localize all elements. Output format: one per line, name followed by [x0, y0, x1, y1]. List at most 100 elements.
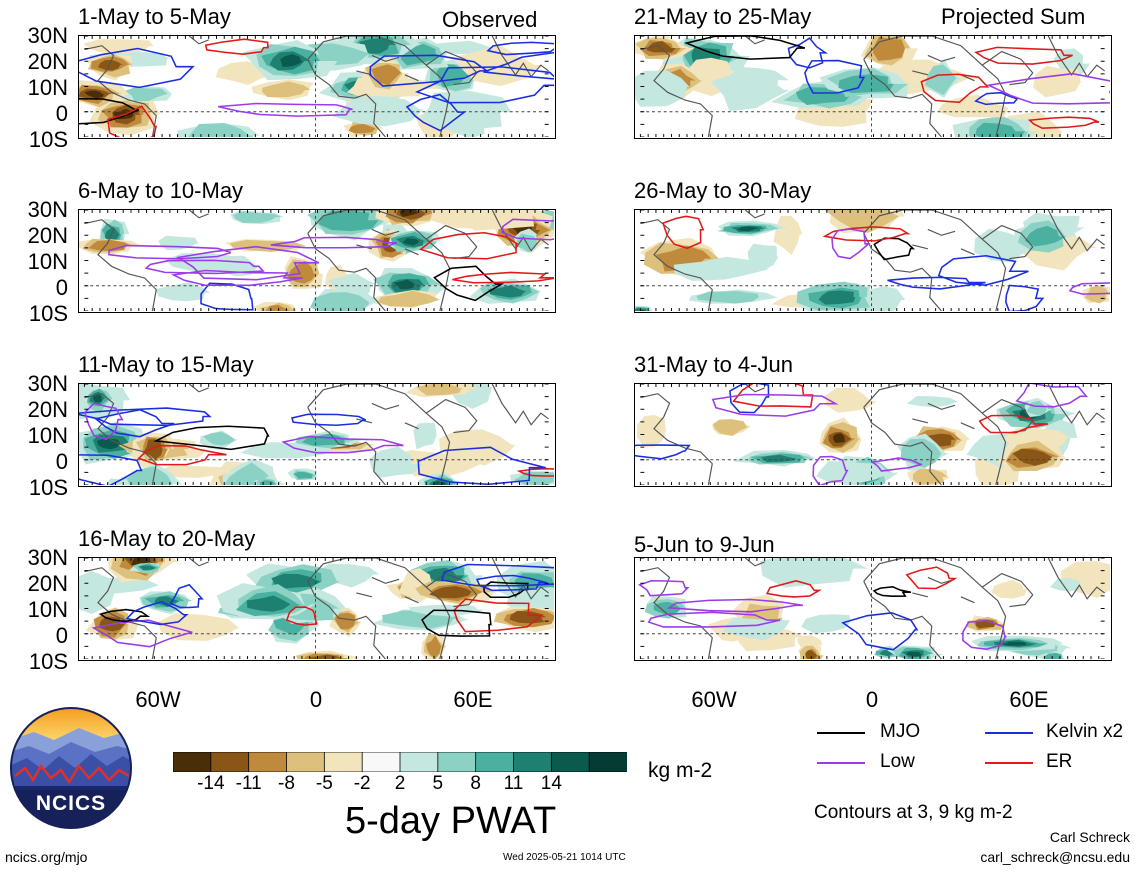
dry-anomaly-blob	[805, 650, 818, 659]
moist-anomaly-blob	[233, 211, 282, 224]
anomaly-contour	[873, 237, 916, 261]
map-panel-1	[78, 35, 556, 139]
anomaly-contour	[765, 580, 822, 598]
map-panel-3	[78, 383, 556, 487]
author-email: carl_schreck@ncsu.edu	[980, 849, 1130, 865]
anomaly-contour	[711, 393, 839, 417]
pwat-shading	[636, 387, 1078, 485]
dry-anomaly-blob	[509, 610, 547, 624]
dry-anomaly-blob	[1084, 286, 1109, 304]
map-panel-2	[78, 209, 556, 313]
moist-anomaly-blob	[1024, 225, 1067, 247]
dry-anomaly-blob	[309, 654, 343, 659]
panel-title-2: 6-May to 10-May	[78, 178, 244, 203]
lat-label: 30N	[27, 545, 68, 570]
anomaly-contour	[79, 454, 143, 485]
anomaly-contour	[433, 265, 505, 302]
anomaly-contour	[501, 218, 554, 241]
colorbar-swatch	[437, 751, 477, 773]
dry-anomaly-blob	[83, 39, 154, 54]
axis-ticks	[639, 558, 1105, 659]
lon-label-right-60e: 60E	[1009, 687, 1049, 712]
dry-anomaly-blob	[399, 210, 420, 217]
colorbar-swatch	[286, 751, 326, 773]
pwat-anomaly-map	[79, 384, 554, 485]
moist-anomaly-blob	[154, 596, 181, 608]
dry-anomaly-blob	[991, 580, 1028, 599]
axis-ticks	[83, 558, 549, 659]
anomaly-contour	[452, 271, 554, 284]
moist-anomaly-blob	[188, 123, 254, 137]
pwat-anomaly-map	[635, 384, 1105, 485]
colorbar-units: kg m-2	[648, 759, 713, 782]
dry-anomaly-blob	[655, 245, 712, 272]
colorbar-swatch	[323, 751, 364, 773]
panel-title-7: 31-May to 4-Jun	[634, 352, 793, 377]
moist-anomaly-blob	[975, 122, 1026, 137]
moist-anomaly-blob	[79, 570, 115, 614]
moist-anomaly-blob	[489, 285, 528, 298]
anomaly-contour	[270, 236, 397, 249]
moist-anomaly-blob	[635, 70, 690, 107]
pwat-shading	[79, 384, 554, 485]
anomaly-contour	[98, 608, 151, 623]
moist-anomaly-blob	[818, 290, 856, 305]
moist-anomaly-blob	[425, 567, 465, 583]
panel-title-4: 16-May to 20-May	[78, 526, 256, 551]
colorbar-swatch	[172, 751, 212, 773]
dry-anomaly-blob	[937, 94, 1009, 118]
coastlines	[84, 36, 549, 137]
anomaly-contour	[421, 609, 492, 637]
anomaly-contour	[419, 231, 520, 260]
map-panel-8	[634, 557, 1112, 661]
anomaly-contour	[91, 619, 193, 648]
colorbar-tick-label: 5	[432, 773, 444, 794]
anomaly-contour	[1005, 284, 1045, 311]
colorbar-swatch	[248, 751, 288, 773]
lat-label: 30N	[27, 371, 68, 396]
anomaly-contour	[804, 59, 866, 94]
anomaly-contour	[291, 413, 367, 427]
moist-anomaly-blob	[801, 614, 851, 634]
moist-anomaly-blob	[280, 54, 304, 67]
lat-label: 20N	[27, 223, 68, 248]
anomaly-contour	[662, 215, 705, 250]
lat-label: 0	[55, 101, 68, 126]
axis-ticks	[639, 210, 1105, 311]
dry-anomaly-blob	[429, 586, 473, 599]
lon-label-right-0: 0	[865, 687, 879, 712]
pwat-shading	[644, 558, 1110, 659]
lat-label: 20N	[27, 49, 68, 74]
colorbar-swatch	[513, 751, 553, 773]
panel-title-8: 5-Jun to 9-Jun	[634, 532, 775, 557]
colorbar-swatch	[550, 751, 591, 773]
anomaly-contour	[79, 47, 195, 89]
anomaly-contour	[483, 51, 554, 80]
moist-anomaly-blob	[1001, 641, 1027, 646]
wave-contours	[91, 563, 554, 648]
pwat-anomaly-map	[635, 36, 1110, 137]
dry-anomaly-blob	[912, 468, 948, 485]
moist-anomaly-blob	[158, 235, 199, 251]
legend-label-mjo: MJO	[880, 721, 921, 742]
lat-label: 0	[55, 449, 68, 474]
lon-label-left-60w: 60W	[135, 687, 181, 712]
ncics-logo: NCICS	[9, 706, 133, 830]
moist-anomaly-blob	[736, 226, 759, 232]
dry-anomaly-blob	[97, 59, 123, 71]
anomaly-contour	[937, 254, 1029, 286]
colorbar-title: 5-day PWAT	[345, 800, 557, 842]
legend-label-er: ER	[1046, 751, 1073, 772]
axis-ticks	[83, 384, 549, 485]
map-panel-4	[78, 557, 556, 661]
anomaly-contour	[144, 259, 265, 275]
colorbar-swatch	[210, 751, 250, 773]
anomaly-contour	[787, 37, 829, 69]
anomaly-contour	[635, 444, 691, 460]
wave-contours	[108, 218, 554, 311]
lat-label: 10S	[28, 301, 68, 326]
anomaly-contour	[962, 619, 1007, 650]
dry-anomaly-blob	[872, 36, 906, 61]
anomaly-contour	[973, 46, 1073, 65]
dry-anomaly-blob	[153, 465, 237, 478]
